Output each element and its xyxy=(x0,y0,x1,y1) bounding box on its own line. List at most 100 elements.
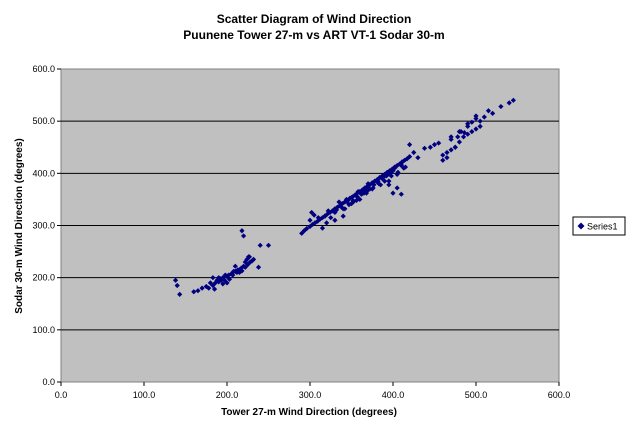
data-point xyxy=(211,286,218,292)
data-point xyxy=(232,263,238,269)
data-point xyxy=(392,165,398,171)
data-point xyxy=(353,192,359,198)
data-point xyxy=(325,208,331,214)
data-point xyxy=(398,191,404,197)
data-point xyxy=(469,119,475,125)
data-point xyxy=(212,280,218,286)
legend-box xyxy=(572,216,626,236)
data-point xyxy=(343,196,350,203)
data-point xyxy=(444,155,450,161)
data-point xyxy=(216,279,222,285)
data-point xyxy=(214,277,220,283)
data-point xyxy=(359,187,365,193)
x-tick-label: 500.0 xyxy=(465,390,488,400)
data-point xyxy=(218,277,224,283)
y-tick-label: 300.0 xyxy=(32,221,55,231)
data-point xyxy=(255,264,262,270)
chart-title: Scatter Diagram of Wind Direction xyxy=(217,12,412,26)
data-point xyxy=(355,188,361,195)
data-point xyxy=(407,154,413,160)
data-point xyxy=(371,182,377,188)
data-point xyxy=(390,190,396,196)
data-point xyxy=(257,242,263,248)
data-point xyxy=(332,209,338,216)
data-point xyxy=(460,134,467,140)
data-point xyxy=(402,164,409,170)
data-point xyxy=(367,186,373,192)
data-point xyxy=(407,142,413,148)
data-point xyxy=(387,170,394,176)
data-point xyxy=(207,280,213,286)
data-point xyxy=(465,131,471,137)
y-axis-ticks: 0.0 100.0 200.0 300.0 400.0 500.0 600.0 xyxy=(32,64,61,387)
data-point xyxy=(309,209,315,216)
data-point xyxy=(448,147,454,153)
gridlines xyxy=(61,120,559,331)
data-point xyxy=(510,97,516,103)
data-point xyxy=(448,134,454,140)
x-tick-label: 400.0 xyxy=(382,390,405,400)
data-point xyxy=(490,110,496,116)
data-point xyxy=(221,277,228,283)
x-tick-label: 0.0 xyxy=(55,390,68,400)
data-point xyxy=(377,182,384,188)
data-point xyxy=(236,269,243,276)
data-point xyxy=(347,195,353,201)
data-point xyxy=(220,281,226,287)
data-point xyxy=(394,162,400,169)
data-point xyxy=(304,226,310,232)
data-point xyxy=(395,169,401,175)
y-tick-label: 100.0 xyxy=(32,325,55,335)
data-point xyxy=(245,254,252,260)
data-point xyxy=(224,280,230,286)
data-point xyxy=(324,220,330,226)
data-point xyxy=(210,282,216,289)
data-point xyxy=(375,178,381,184)
data-point xyxy=(322,213,328,219)
x-tick-label: 100.0 xyxy=(133,390,156,400)
data-point xyxy=(394,185,400,191)
y-axis-label: Sodar 30-m Wind Direction (degrees) xyxy=(14,138,25,314)
data-point xyxy=(342,206,348,212)
data-point xyxy=(307,217,313,223)
data-point xyxy=(319,225,326,231)
legend-label: Series1 xyxy=(587,222,618,232)
data-point xyxy=(473,126,479,132)
data-point xyxy=(309,221,316,228)
data-point xyxy=(485,108,492,114)
data-point xyxy=(332,217,338,223)
y-tick-label: 200.0 xyxy=(32,273,55,283)
data-point xyxy=(177,291,183,297)
data-point xyxy=(336,199,342,205)
data-point xyxy=(314,218,321,224)
data-point xyxy=(365,187,371,193)
data-point xyxy=(203,283,209,290)
data-point xyxy=(379,175,385,182)
data-point xyxy=(363,188,369,195)
data-point xyxy=(421,145,428,151)
data-point xyxy=(174,282,180,289)
data-point xyxy=(386,178,392,184)
data-point xyxy=(411,149,417,156)
legend: Series1 xyxy=(572,216,626,236)
data-point xyxy=(265,242,272,248)
data-point xyxy=(230,272,236,278)
data-point xyxy=(431,142,438,148)
data-point xyxy=(481,114,487,120)
data-point xyxy=(456,129,462,135)
y-tick-label: 600.0 xyxy=(32,64,55,74)
data-point xyxy=(383,173,389,179)
data-point xyxy=(465,121,471,127)
data-point xyxy=(195,288,201,294)
data-point xyxy=(354,194,360,200)
data-point xyxy=(239,228,245,234)
data-point xyxy=(440,152,446,158)
data-point xyxy=(469,129,475,135)
data-point xyxy=(222,272,228,278)
x-tick-label: 200.0 xyxy=(216,390,239,400)
data-point xyxy=(340,213,346,219)
data-point xyxy=(506,100,512,106)
data-point xyxy=(344,199,350,205)
data-point xyxy=(398,161,404,167)
data-point xyxy=(473,113,479,119)
